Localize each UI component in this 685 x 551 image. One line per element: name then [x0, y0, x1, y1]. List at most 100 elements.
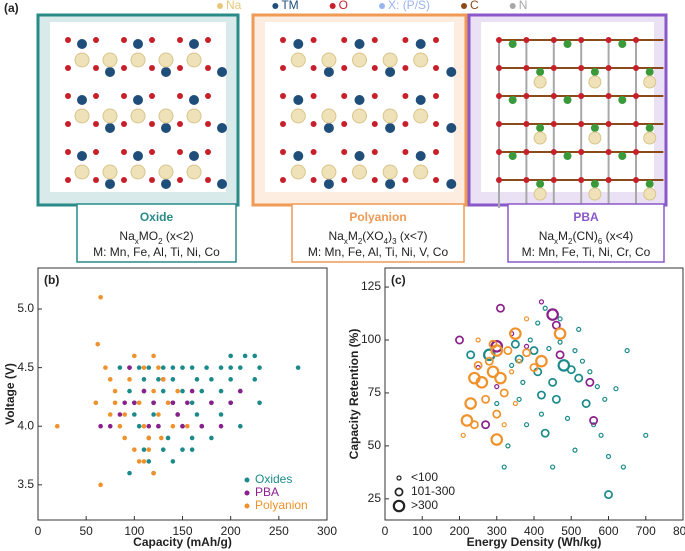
atom	[496, 93, 502, 99]
atom	[402, 37, 409, 43]
legend-marker	[244, 503, 250, 509]
y-tick-label: 3.5	[17, 477, 34, 491]
atom	[93, 177, 99, 183]
x-tick-label: 50	[79, 524, 93, 538]
point	[54, 423, 60, 429]
atom	[446, 123, 457, 133]
atom	[93, 93, 99, 99]
atom	[149, 93, 155, 99]
atom	[293, 95, 304, 105]
legend-dot	[509, 3, 516, 9]
point	[566, 365, 576, 375]
point	[572, 447, 578, 453]
point	[594, 383, 600, 390]
atom	[280, 121, 286, 127]
atom	[496, 121, 502, 127]
point	[93, 400, 99, 406]
point	[112, 400, 118, 406]
formula-part: Na	[328, 229, 344, 243]
atom	[605, 149, 612, 155]
point	[455, 335, 464, 345]
atom	[341, 37, 348, 43]
atom	[102, 108, 118, 124]
y-tick-label: 75	[368, 385, 382, 399]
atom	[536, 180, 545, 188]
formula-part: (XO	[362, 229, 383, 243]
point	[156, 412, 161, 417]
point	[505, 443, 511, 449]
atom	[205, 65, 211, 71]
point	[557, 359, 571, 372]
point	[132, 447, 137, 452]
legend-label: Na	[226, 0, 242, 12]
atom	[433, 65, 439, 71]
atom	[149, 177, 155, 183]
atom	[341, 149, 348, 155]
point	[257, 400, 262, 406]
point	[492, 409, 502, 419]
point	[538, 299, 545, 305]
formula-part: x	[344, 237, 348, 246]
legend-label: O	[339, 0, 348, 12]
formula-part: M	[348, 229, 358, 243]
atom	[618, 152, 627, 160]
atom	[590, 180, 599, 188]
atom	[186, 52, 202, 68]
point	[160, 377, 166, 382]
point	[572, 347, 578, 354]
point	[564, 415, 571, 421]
atom	[161, 179, 171, 189]
atom	[65, 93, 71, 99]
atom	[371, 177, 378, 183]
atom	[158, 52, 174, 68]
atom	[177, 121, 183, 127]
point	[537, 390, 546, 400]
atom	[205, 93, 211, 99]
atom	[523, 65, 530, 71]
atom	[161, 123, 171, 133]
structure-area	[265, 22, 454, 192]
point	[127, 365, 132, 370]
y-axis-title: Voltage (V)	[3, 363, 17, 425]
x-tick-label: 250	[269, 524, 289, 538]
point	[136, 423, 142, 429]
atom	[508, 40, 517, 48]
atom	[433, 37, 439, 43]
atom	[280, 149, 286, 155]
atom	[643, 75, 657, 89]
atom	[310, 37, 317, 43]
atom	[413, 164, 429, 180]
atom	[415, 39, 426, 49]
point	[218, 365, 224, 370]
point	[146, 365, 152, 370]
atom	[177, 65, 183, 71]
atom	[290, 108, 306, 124]
atom	[643, 187, 657, 201]
point	[540, 428, 550, 438]
atom	[130, 52, 146, 68]
point	[257, 365, 262, 370]
atom	[523, 121, 530, 127]
atom	[65, 37, 71, 43]
atom	[217, 123, 227, 133]
point	[490, 433, 504, 446]
atom	[352, 108, 367, 124]
label-box	[507, 203, 665, 263]
atom	[310, 65, 317, 71]
atom	[382, 52, 398, 68]
x-tick-label: 100	[124, 524, 144, 538]
atom	[205, 149, 211, 155]
atom	[413, 52, 429, 68]
atom	[341, 121, 348, 127]
atom	[415, 151, 426, 161]
x-axis-title: Capacity (mAh/g)	[133, 535, 232, 549]
atom	[402, 65, 409, 71]
point	[557, 339, 563, 345]
legend-label: X: (P/S)	[388, 0, 430, 12]
structure-area	[50, 22, 226, 192]
formula-part: 2	[568, 237, 573, 246]
point	[122, 400, 127, 406]
atom	[354, 95, 365, 105]
atom	[446, 67, 457, 77]
point	[170, 423, 176, 429]
